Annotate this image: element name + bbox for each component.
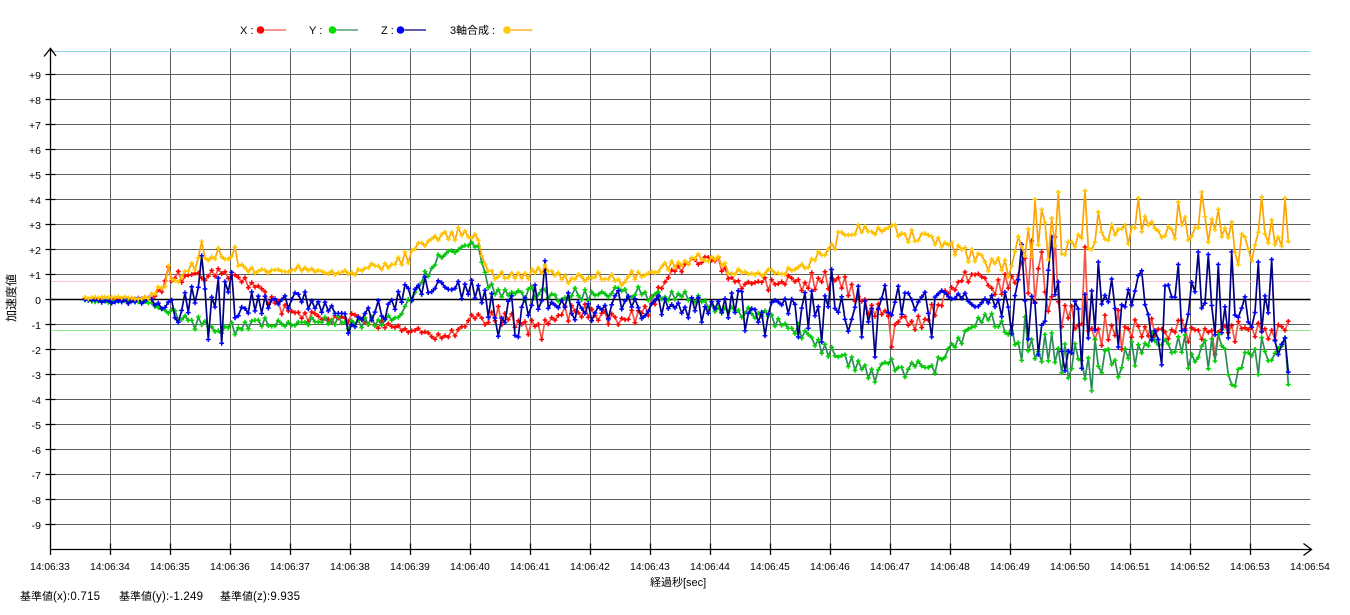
svg-text:14:06:41: 14:06:41 [510, 562, 550, 573]
svg-text:[sec]: [sec] [683, 577, 706, 589]
svg-text:+4: +4 [29, 195, 41, 207]
svg-text:14:06:39: 14:06:39 [390, 562, 430, 573]
svg-text:-8: -8 [32, 495, 41, 507]
svg-text:+1: +1 [29, 270, 41, 282]
svg-text:0: 0 [35, 295, 41, 307]
svg-text:-3: -3 [32, 370, 41, 382]
svg-text:14:06:45: 14:06:45 [750, 562, 790, 573]
svg-text:14:06:33: 14:06:33 [30, 562, 70, 573]
svg-text:(x):0.715: (x):0.715 [53, 591, 100, 603]
svg-text:14:06:40: 14:06:40 [450, 562, 490, 573]
svg-text:Y :: Y : [309, 25, 322, 37]
svg-text:+3: +3 [29, 220, 41, 232]
svg-text:+5: +5 [29, 170, 41, 182]
svg-text:14:06:54: 14:06:54 [1290, 562, 1330, 573]
svg-text:14:06:34: 14:06:34 [90, 562, 130, 573]
svg-text:14:06:43: 14:06:43 [630, 562, 670, 573]
svg-text:(z):9.935: (z):9.935 [253, 591, 300, 603]
svg-text:14:06:50: 14:06:50 [1050, 562, 1090, 573]
svg-text:-2: -2 [32, 345, 41, 357]
svg-text:-7: -7 [32, 470, 41, 482]
svg-text:+9: +9 [29, 70, 41, 82]
svg-text:14:06:49: 14:06:49 [990, 562, 1030, 573]
svg-text:14:06:35: 14:06:35 [150, 562, 190, 573]
svg-text:14:06:48: 14:06:48 [930, 562, 970, 573]
svg-text:14:06:36: 14:06:36 [210, 562, 250, 573]
svg-text:Z :: Z : [381, 25, 394, 37]
svg-text:-1: -1 [32, 320, 41, 332]
svg-text:+7: +7 [29, 120, 41, 132]
svg-text:+2: +2 [29, 245, 41, 257]
svg-text:X :: X : [240, 25, 253, 37]
svg-text:14:06:44: 14:06:44 [690, 562, 730, 573]
svg-text:14:06:51: 14:06:51 [1110, 562, 1150, 573]
svg-text:14:06:38: 14:06:38 [330, 562, 370, 573]
svg-text::: : [492, 25, 495, 37]
svg-text:3: 3 [450, 25, 456, 37]
svg-text:14:06:47: 14:06:47 [870, 562, 910, 573]
svg-text:14:06:37: 14:06:37 [270, 562, 310, 573]
svg-text:-9: -9 [32, 520, 41, 532]
svg-text:-6: -6 [32, 445, 41, 457]
svg-text:-4: -4 [32, 395, 41, 407]
svg-text:14:06:52: 14:06:52 [1170, 562, 1210, 573]
svg-text:14:06:46: 14:06:46 [810, 562, 850, 573]
svg-text:-5: -5 [32, 420, 41, 432]
svg-text:+6: +6 [29, 145, 41, 157]
svg-text:(y):-1.249: (y):-1.249 [152, 591, 203, 603]
svg-text:14:06:42: 14:06:42 [570, 562, 610, 573]
svg-text:14:06:53: 14:06:53 [1230, 562, 1270, 573]
svg-text:+8: +8 [29, 95, 41, 107]
